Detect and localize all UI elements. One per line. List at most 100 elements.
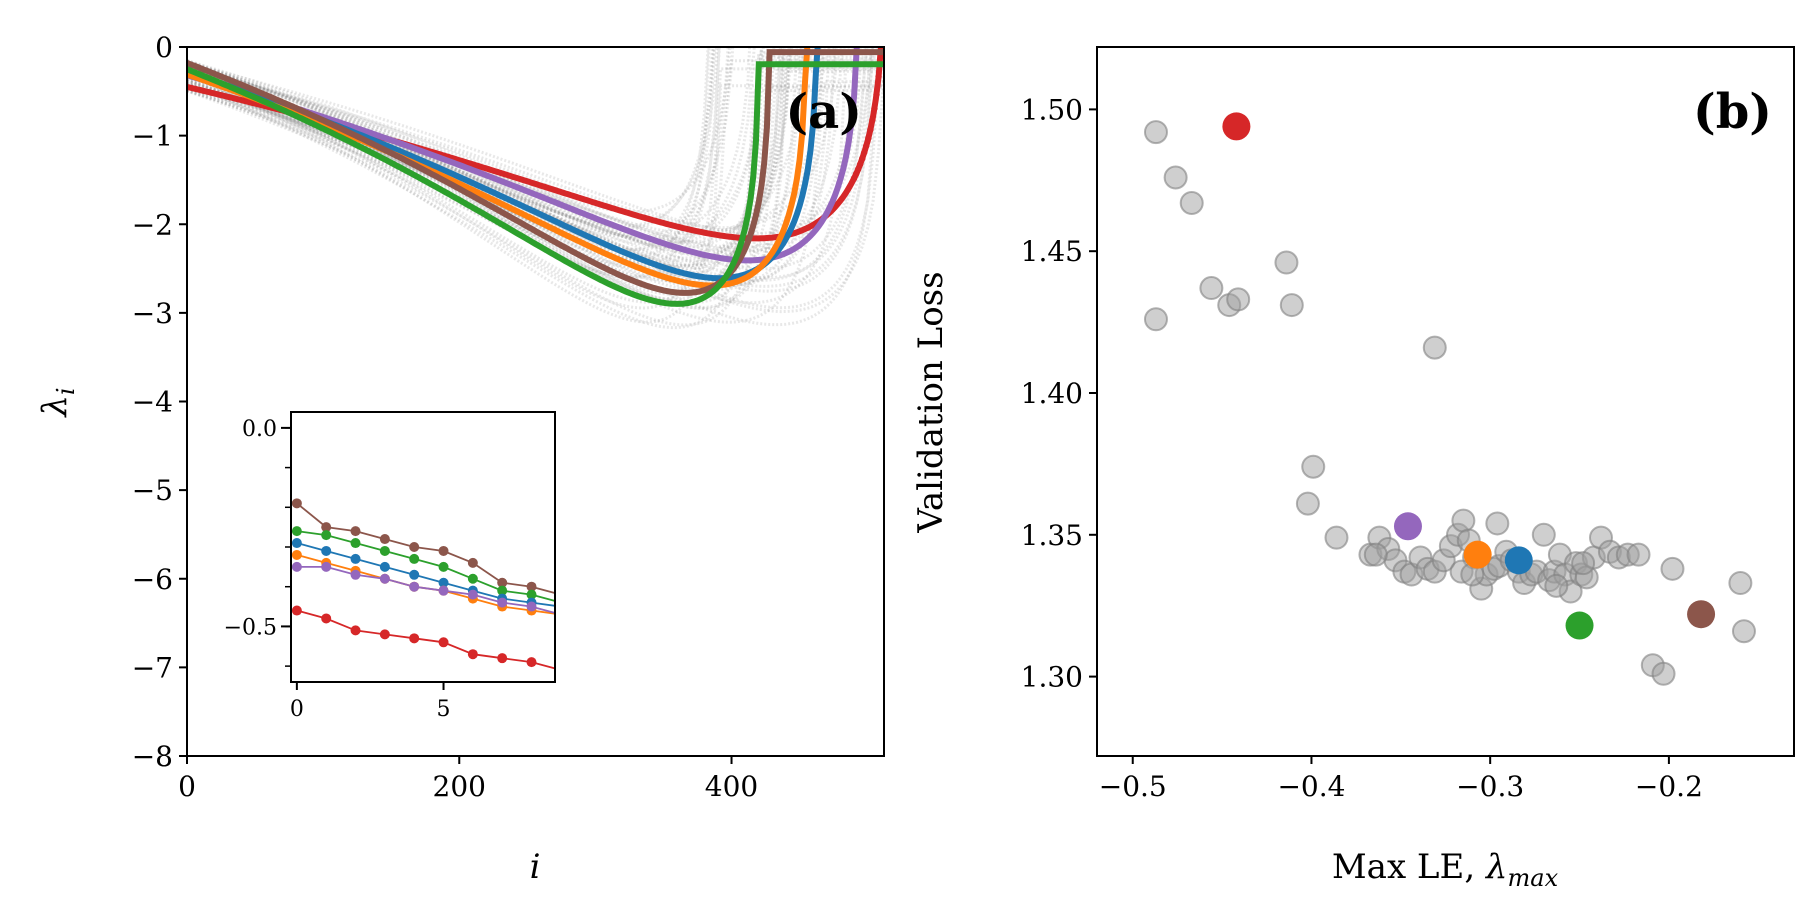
inset-point-brown [379, 534, 390, 545]
inset-point-purple [350, 569, 361, 580]
inset-series [291, 498, 555, 670]
grey-spectrum-curve [187, 72, 884, 324]
inset-point-red [438, 637, 449, 648]
spectrum-series-brown [187, 49, 884, 296]
inset-series-red [291, 605, 555, 670]
spectrum-series-green [187, 61, 884, 307]
panel-a-y-tick-label: −6 [132, 563, 173, 596]
inset-line-blue [296, 542, 555, 607]
grey-point [1226, 287, 1251, 312]
grey-point [1422, 335, 1447, 360]
grey-spectrum-curve [187, 47, 765, 283]
inset-point-brown [321, 522, 332, 533]
inset-series-purple [291, 561, 555, 614]
grey-spectrum-curve [187, 47, 786, 263]
inset-series-green [291, 526, 555, 602]
grey-spectrum-curve [187, 47, 884, 293]
inset-x-tick-label: 0 [290, 697, 304, 722]
grey-point [1485, 511, 1510, 536]
inset-point-brown [350, 526, 361, 537]
inset-point-purple [409, 581, 420, 592]
grey-spectrum-curve [187, 47, 732, 214]
panel-b-y-axis-label: Validation Loss [911, 271, 951, 533]
grey-spectrum-curve [187, 47, 716, 230]
inset-point-blue [379, 561, 390, 572]
grey-point [1324, 525, 1349, 550]
panel-b-x-tick-label: −0.2 [1635, 770, 1703, 803]
grey-spectrum-curve [187, 47, 839, 230]
panel-a-y-tick-label: −1 [132, 120, 173, 153]
inset-point-brown [409, 542, 420, 552]
panel-b-frame [1096, 46, 1795, 757]
inset-point-red [467, 649, 478, 660]
inset-point-green [379, 545, 390, 556]
inset-point-blue [321, 545, 332, 556]
grey-point [1571, 551, 1596, 576]
inset-point-blue [291, 538, 302, 549]
grey-point [1544, 573, 1569, 598]
inset-x-tick-label: 5 [437, 697, 451, 722]
grey-spectrum-curve [187, 61, 884, 305]
spectrum-point-red [863, 142, 870, 149]
inset-point-blue [438, 577, 449, 588]
inset-y-tick-label: 0.0 [242, 417, 277, 442]
panel-a-label: (a) [785, 84, 862, 140]
panel-a-y-ticks: 0 −1 −2 −3 −4 −5 −6 −7 −8 [132, 31, 187, 773]
spectrum-point-red [873, 91, 880, 98]
panel-b-y-tick-label: 1.45 [1021, 235, 1083, 268]
highlight-point-red [1222, 112, 1251, 141]
grey-spectrum-curve [187, 47, 721, 269]
panel-b-label: (b) [1693, 84, 1772, 140]
highlight-point-brown [1687, 600, 1716, 629]
panel-a-x-ticks: 0 200 400 [178, 756, 758, 803]
panel-a-highlight-curves [187, 47, 884, 307]
inset-point-orange [291, 549, 302, 560]
grey-spectrum-curve [187, 47, 785, 250]
grey-point [1143, 307, 1168, 332]
grey-spectrum-curve [187, 67, 884, 310]
panel-a-x-tick-label: 400 [705, 770, 758, 803]
spectrum-point-red [867, 126, 874, 133]
panel-b-y-tick-label: 1.30 [1021, 661, 1083, 694]
spectrum-point-red [869, 116, 876, 124]
spectrum-point-red [854, 166, 862, 173]
panel-a-y-tick-label: −3 [132, 297, 173, 330]
inset-point-red [291, 605, 302, 616]
panel-b: 1.30 1.35 1.40 1.45 1.50 −0.5 −0.4 −0.3 −0.2 (b… [911, 46, 1795, 892]
panel-a-y-tick-label: −8 [132, 740, 173, 773]
inset-point-purple [497, 597, 508, 608]
inset-point-red [409, 633, 420, 644]
inset-point-red [497, 653, 508, 664]
inset-line-green [296, 530, 555, 602]
grey-spectrum-curve [187, 66, 884, 310]
inset-point-red [321, 613, 332, 624]
spectrum-point-red [875, 73, 882, 80]
grey-spectrum-curve [187, 47, 873, 235]
inset-y-tick-label: −0.5 [224, 615, 277, 640]
grey-spectrum-curve [187, 47, 792, 254]
inset-point-brown [438, 545, 449, 556]
inset-point-green [438, 561, 449, 572]
panel-a-y-tick-label: −7 [132, 651, 173, 684]
panel-b-x-tick-label: −0.4 [1277, 770, 1345, 803]
panel-b-x-tick-label: −0.3 [1456, 770, 1524, 803]
inset-point-blue [350, 553, 361, 564]
panel-a-y-tick-label: 0 [155, 31, 173, 64]
grey-point [1143, 120, 1168, 145]
panel-b-y-tick-label: 1.50 [1021, 93, 1083, 126]
panel-b-y-tick-label: 1.35 [1021, 519, 1083, 552]
grey-spectrum-curve [187, 62, 884, 310]
inset-point-purple [321, 561, 332, 572]
grey-spectrum-curve [187, 47, 837, 285]
grey-point [1163, 165, 1188, 190]
inset-point-brown [526, 581, 537, 592]
grey-point [1451, 508, 1476, 533]
inset-point-purple [467, 589, 478, 600]
grey-point [1199, 276, 1224, 301]
inset-point-purple [291, 561, 302, 572]
grey-point [1274, 250, 1299, 275]
grey-point [1179, 190, 1204, 215]
highlight-point-green [1565, 611, 1594, 640]
